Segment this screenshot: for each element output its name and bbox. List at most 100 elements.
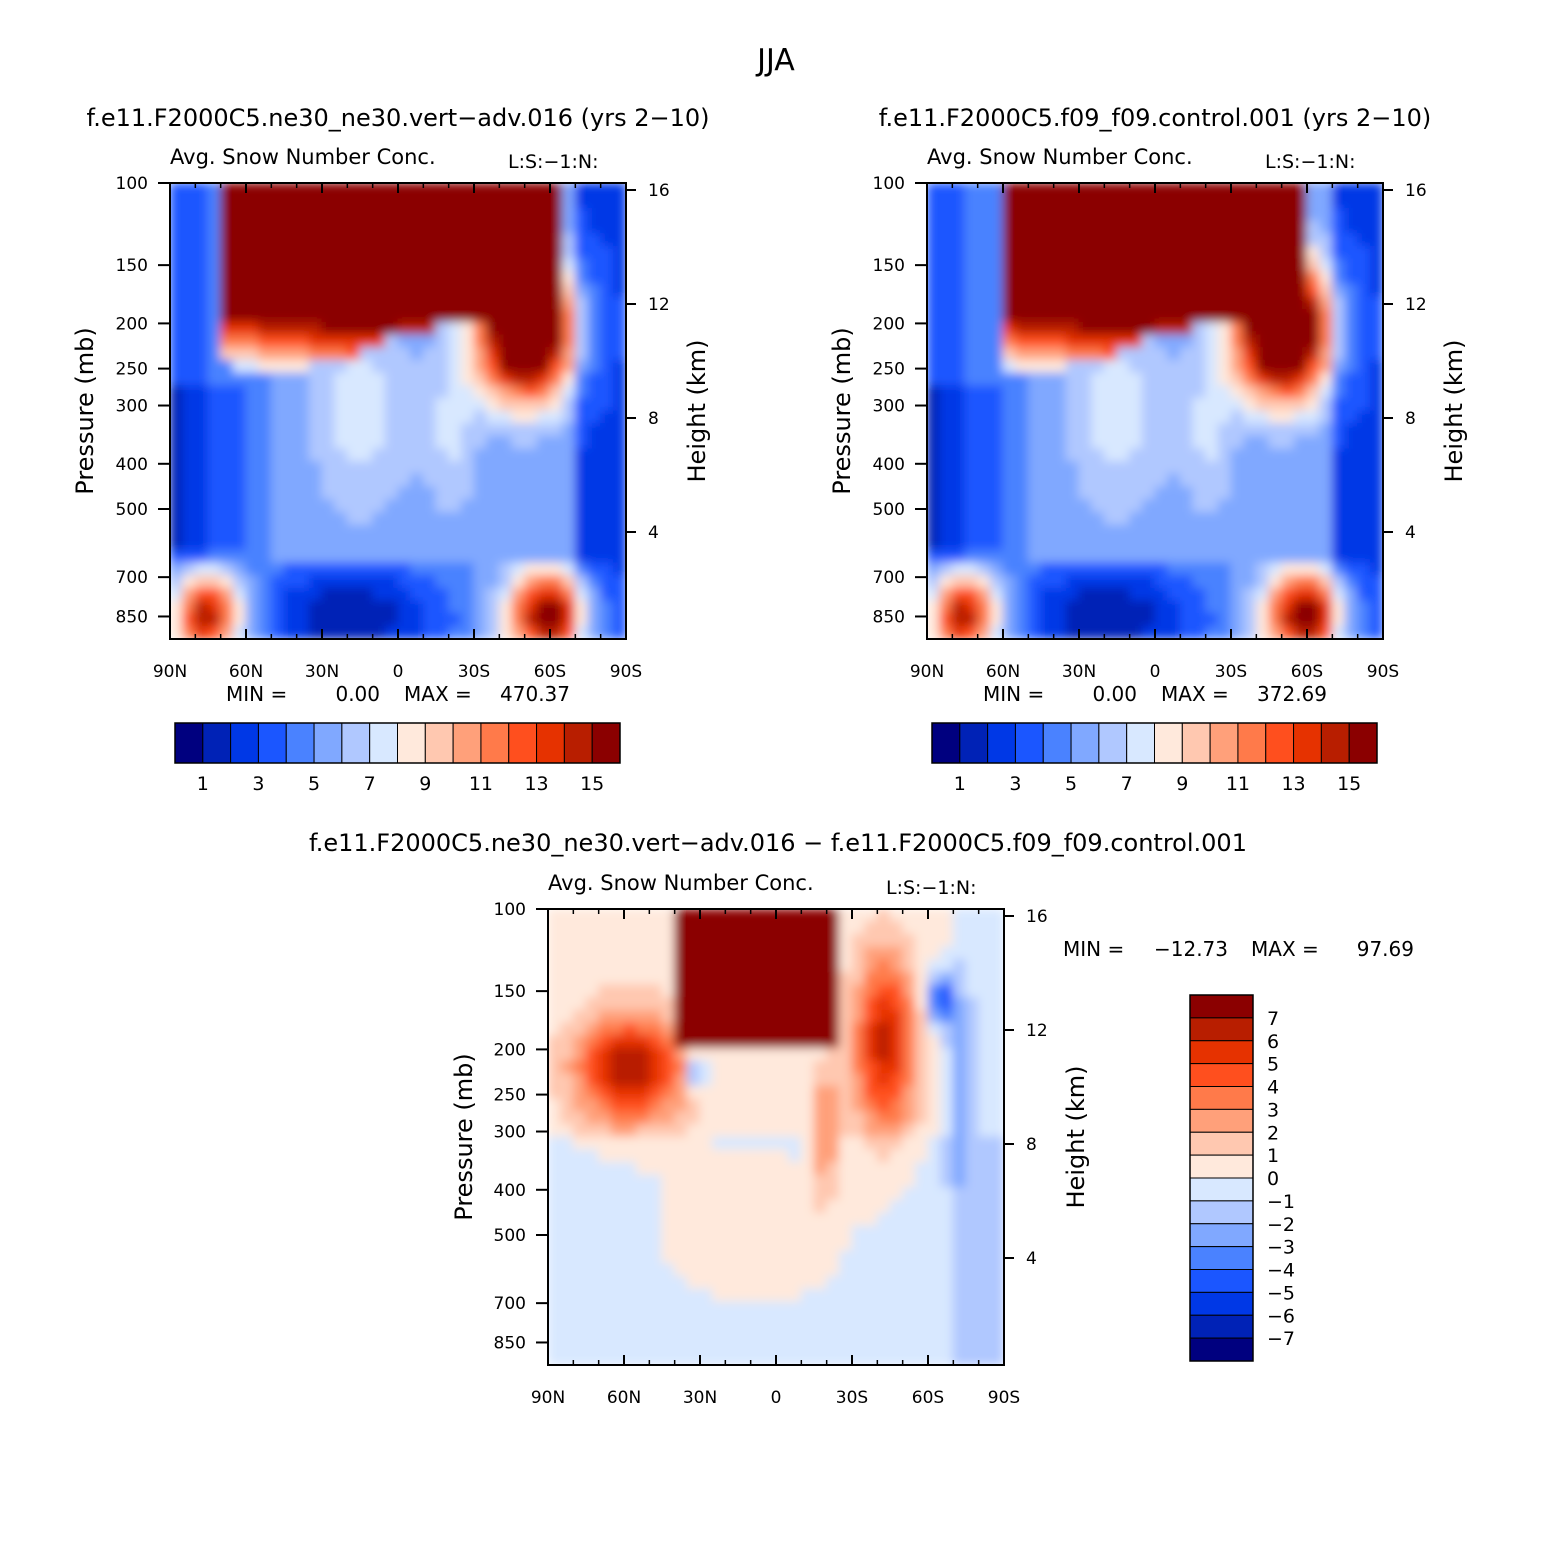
field-cell xyxy=(194,321,209,336)
field-cell xyxy=(648,1111,663,1125)
field-cell xyxy=(800,1351,815,1365)
field-cell xyxy=(864,1187,878,1201)
field-cell xyxy=(1331,587,1346,602)
field-cell xyxy=(1053,410,1067,425)
field-cell xyxy=(346,258,361,273)
field-cell xyxy=(813,1123,828,1138)
field-cell xyxy=(1141,258,1156,273)
y-tick-label: 300 xyxy=(494,1123,526,1143)
field-cell xyxy=(788,1212,802,1227)
field-cell xyxy=(1015,575,1029,589)
field-cell xyxy=(813,1047,828,1062)
field-cell xyxy=(775,1250,790,1265)
field-cell xyxy=(699,1123,714,1138)
field-cell xyxy=(1015,283,1029,298)
field-cell xyxy=(572,1313,587,1328)
field-cell xyxy=(232,499,247,513)
field-cell xyxy=(977,461,991,475)
field-cell xyxy=(927,271,941,285)
field-cell xyxy=(600,207,614,222)
field-cell xyxy=(978,1035,992,1049)
field-cell xyxy=(610,1199,625,1214)
field-cell xyxy=(1154,220,1169,235)
field-cell xyxy=(1002,473,1017,488)
field-cell xyxy=(548,997,562,1011)
field-cell xyxy=(511,195,526,209)
field-cell xyxy=(1331,220,1346,235)
field-cell xyxy=(207,435,222,450)
field-cell xyxy=(207,587,222,602)
field-cell xyxy=(1053,524,1067,539)
field-cell xyxy=(448,372,462,387)
field-cell xyxy=(1369,587,1383,602)
max-value: 372.69 xyxy=(1257,682,1327,706)
field-cell xyxy=(951,372,966,387)
field-cell xyxy=(384,359,399,374)
y2-tick-label: 12 xyxy=(648,295,670,315)
field-cell xyxy=(473,511,488,526)
field-cell xyxy=(1306,499,1321,513)
field-cell xyxy=(372,195,386,209)
field-cell xyxy=(270,562,285,577)
field-cell xyxy=(1053,486,1067,501)
field-cell xyxy=(1230,537,1245,551)
field-cell xyxy=(585,1009,600,1024)
field-cell xyxy=(762,1149,777,1163)
field-cell xyxy=(1357,448,1371,463)
field-cell xyxy=(536,587,551,602)
min-label: MIN = xyxy=(1063,937,1124,961)
field-cell xyxy=(902,1199,916,1214)
field-cell xyxy=(940,1301,954,1315)
field-cell xyxy=(1179,537,1194,551)
field-cell xyxy=(194,461,209,475)
field-cell xyxy=(1065,220,1080,235)
field-cell xyxy=(889,1275,904,1290)
field-cell xyxy=(473,372,488,387)
field-cell xyxy=(990,1313,1004,1328)
field-cell xyxy=(1281,461,1295,475)
field-cell xyxy=(422,334,437,349)
field-cell xyxy=(737,1035,752,1049)
field-cell xyxy=(1344,195,1359,209)
field-cell xyxy=(661,1237,676,1252)
field-cell xyxy=(964,448,979,463)
field-cell xyxy=(838,1009,853,1024)
field-cell xyxy=(927,971,942,986)
field-cell xyxy=(914,1098,929,1113)
field-cell xyxy=(775,1174,790,1189)
field-cell xyxy=(549,575,564,589)
field-cell xyxy=(460,347,475,361)
field-cell xyxy=(321,385,336,399)
field-cell xyxy=(548,909,562,923)
field-cell xyxy=(511,473,526,488)
field-cell xyxy=(460,600,475,615)
field-cell xyxy=(486,271,500,285)
field-cell xyxy=(600,537,614,551)
field-cell xyxy=(182,537,196,551)
field-cell xyxy=(826,1199,840,1214)
field-cell xyxy=(296,511,310,526)
field-cell xyxy=(989,625,1004,639)
field-cell xyxy=(978,909,992,923)
field-cell xyxy=(182,575,196,589)
field-cell xyxy=(572,959,587,973)
field-cell xyxy=(1344,587,1359,602)
field-cell xyxy=(750,1225,764,1239)
field-cell xyxy=(1306,296,1321,311)
field-cell xyxy=(1192,448,1207,463)
field-cell xyxy=(524,258,538,273)
field-cell xyxy=(813,1073,828,1087)
field-cell xyxy=(750,1174,764,1189)
field-cell xyxy=(270,575,285,589)
field-cell xyxy=(598,1035,612,1049)
field-cell xyxy=(549,448,564,463)
field-cell xyxy=(889,1060,904,1075)
field-cell xyxy=(952,933,967,948)
field-cell xyxy=(296,499,310,513)
field-cell xyxy=(270,448,285,463)
field-cell xyxy=(1053,435,1067,450)
x-tick-label: 60N xyxy=(607,1388,641,1408)
field-cell xyxy=(699,1199,714,1214)
field-cell xyxy=(536,321,551,336)
field-cell xyxy=(851,1199,866,1214)
